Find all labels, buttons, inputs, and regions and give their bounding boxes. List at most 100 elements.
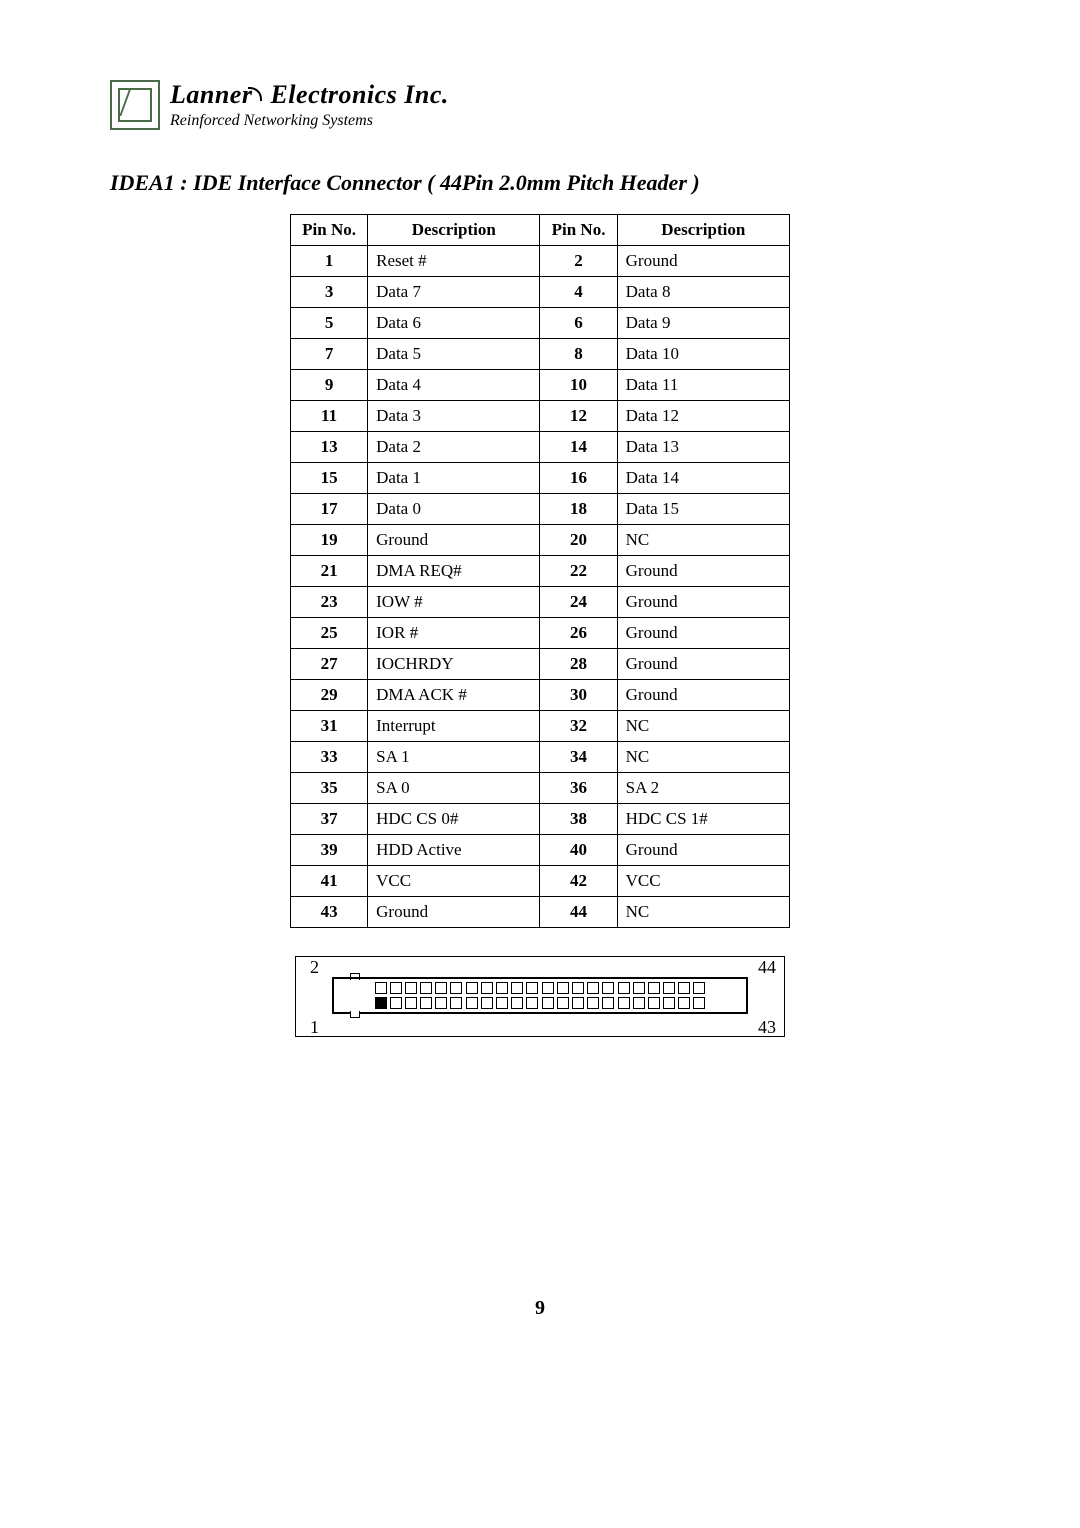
table-cell: HDC CS 0# bbox=[368, 804, 540, 835]
table-cell: DMA REQ# bbox=[368, 556, 540, 587]
table-row: 19Ground20NC bbox=[291, 525, 790, 556]
table-cell: Data 14 bbox=[617, 463, 789, 494]
connector-pin-icon bbox=[678, 982, 690, 994]
table-cell: Interrupt bbox=[368, 711, 540, 742]
connector-pin-icon bbox=[557, 982, 569, 994]
table-cell: Ground bbox=[617, 680, 789, 711]
connector-pin-icon bbox=[633, 982, 645, 994]
table-row: 25IOR #26Ground bbox=[291, 618, 790, 649]
connector-pin-icon bbox=[405, 982, 417, 994]
table-cell: IOCHRDY bbox=[368, 649, 540, 680]
table-cell: 2 bbox=[540, 246, 617, 277]
table-cell: 43 bbox=[291, 897, 368, 928]
table-cell: 11 bbox=[291, 401, 368, 432]
table-row: 41VCC42VCC bbox=[291, 866, 790, 897]
table-row: 5Data 66Data 9 bbox=[291, 308, 790, 339]
table-cell: 30 bbox=[540, 680, 617, 711]
connector-pin-icon bbox=[405, 997, 417, 1009]
company-name-prefix: Lanner bbox=[170, 80, 252, 109]
table-cell: Data 9 bbox=[617, 308, 789, 339]
connector-wrap: 2 44 1 43 bbox=[314, 977, 766, 1014]
table-cell: 23 bbox=[291, 587, 368, 618]
table-cell: 29 bbox=[291, 680, 368, 711]
diagram-label-top-left: 2 bbox=[310, 957, 319, 978]
table-cell: NC bbox=[617, 897, 789, 928]
table-cell: NC bbox=[617, 742, 789, 773]
table-cell: 26 bbox=[540, 618, 617, 649]
diagram-label-top-right: 44 bbox=[758, 957, 776, 978]
table-cell: Data 7 bbox=[368, 277, 540, 308]
company-tagline: Reinforced Networking Systems bbox=[170, 112, 449, 130]
connector-pin-icon bbox=[481, 982, 493, 994]
table-cell: IOW # bbox=[368, 587, 540, 618]
connector-pin-icon bbox=[663, 982, 675, 994]
table-cell: 15 bbox=[291, 463, 368, 494]
table-cell: Ground bbox=[617, 246, 789, 277]
table-cell: 41 bbox=[291, 866, 368, 897]
table-cell: Data 8 bbox=[617, 277, 789, 308]
table-cell: SA 2 bbox=[617, 773, 789, 804]
table-cell: 9 bbox=[291, 370, 368, 401]
page-number: 9 bbox=[110, 1297, 970, 1320]
connector-notch-icon bbox=[350, 1011, 360, 1018]
connector-pin-icon bbox=[481, 997, 493, 1009]
connector-pin-icon bbox=[557, 997, 569, 1009]
table-cell: Data 1 bbox=[368, 463, 540, 494]
table-row: 27IOCHRDY28Ground bbox=[291, 649, 790, 680]
table-cell: SA 0 bbox=[368, 773, 540, 804]
logo-icon bbox=[110, 80, 160, 130]
table-cell: Ground bbox=[617, 587, 789, 618]
table-cell: 40 bbox=[540, 835, 617, 866]
table-cell: Ground bbox=[368, 525, 540, 556]
table-cell: Data 3 bbox=[368, 401, 540, 432]
connector-header-box bbox=[332, 977, 748, 1014]
connector-pin-icon bbox=[572, 982, 584, 994]
table-header-cell: Pin No. bbox=[540, 215, 617, 246]
table-cell: 34 bbox=[540, 742, 617, 773]
table-cell: 5 bbox=[291, 308, 368, 339]
table-row: 43Ground44NC bbox=[291, 897, 790, 928]
table-cell: Reset # bbox=[368, 246, 540, 277]
table-cell: 42 bbox=[540, 866, 617, 897]
table-cell: 4 bbox=[540, 277, 617, 308]
connector-pin-icon bbox=[466, 997, 478, 1009]
connector-diagram: 2 44 1 43 bbox=[295, 956, 785, 1037]
table-row: 17Data 018Data 15 bbox=[291, 494, 790, 525]
table-cell: DMA ACK # bbox=[368, 680, 540, 711]
connector-pin-icon bbox=[390, 982, 402, 994]
table-cell: Data 4 bbox=[368, 370, 540, 401]
connector-pin-icon bbox=[435, 997, 447, 1009]
table-cell: 20 bbox=[540, 525, 617, 556]
table-row: 35SA 036SA 2 bbox=[291, 773, 790, 804]
table-cell: 17 bbox=[291, 494, 368, 525]
connector-pin-icon bbox=[450, 997, 462, 1009]
table-cell: 3 bbox=[291, 277, 368, 308]
table-cell: Data 10 bbox=[617, 339, 789, 370]
connector-pin-icon bbox=[511, 982, 523, 994]
connector-pin-icon bbox=[466, 982, 478, 994]
table-cell: 28 bbox=[540, 649, 617, 680]
connector-pin-icon bbox=[542, 997, 554, 1009]
table-cell: 39 bbox=[291, 835, 368, 866]
table-cell: 24 bbox=[540, 587, 617, 618]
table-row: 7Data 58Data 10 bbox=[291, 339, 790, 370]
table-cell: SA 1 bbox=[368, 742, 540, 773]
table-row: 11Data 312Data 12 bbox=[291, 401, 790, 432]
swoosh-icon bbox=[248, 87, 262, 101]
table-cell: 16 bbox=[540, 463, 617, 494]
connector-pin-icon bbox=[693, 997, 705, 1009]
table-cell: Data 11 bbox=[617, 370, 789, 401]
table-row: 15Data 116Data 14 bbox=[291, 463, 790, 494]
table-cell: Data 5 bbox=[368, 339, 540, 370]
connector-pin-icon bbox=[633, 997, 645, 1009]
connector-pin-row-top bbox=[337, 982, 743, 994]
table-cell: Ground bbox=[617, 649, 789, 680]
table-cell: 12 bbox=[540, 401, 617, 432]
connector-pin-icon bbox=[496, 982, 508, 994]
company-name: Lanner Electronics Inc. bbox=[170, 80, 449, 110]
connector-pin-icon bbox=[602, 982, 614, 994]
connector-pin-icon bbox=[526, 997, 538, 1009]
logo-text-block: Lanner Electronics Inc. Reinforced Netwo… bbox=[170, 80, 449, 130]
table-cell: 6 bbox=[540, 308, 617, 339]
table-cell: NC bbox=[617, 711, 789, 742]
